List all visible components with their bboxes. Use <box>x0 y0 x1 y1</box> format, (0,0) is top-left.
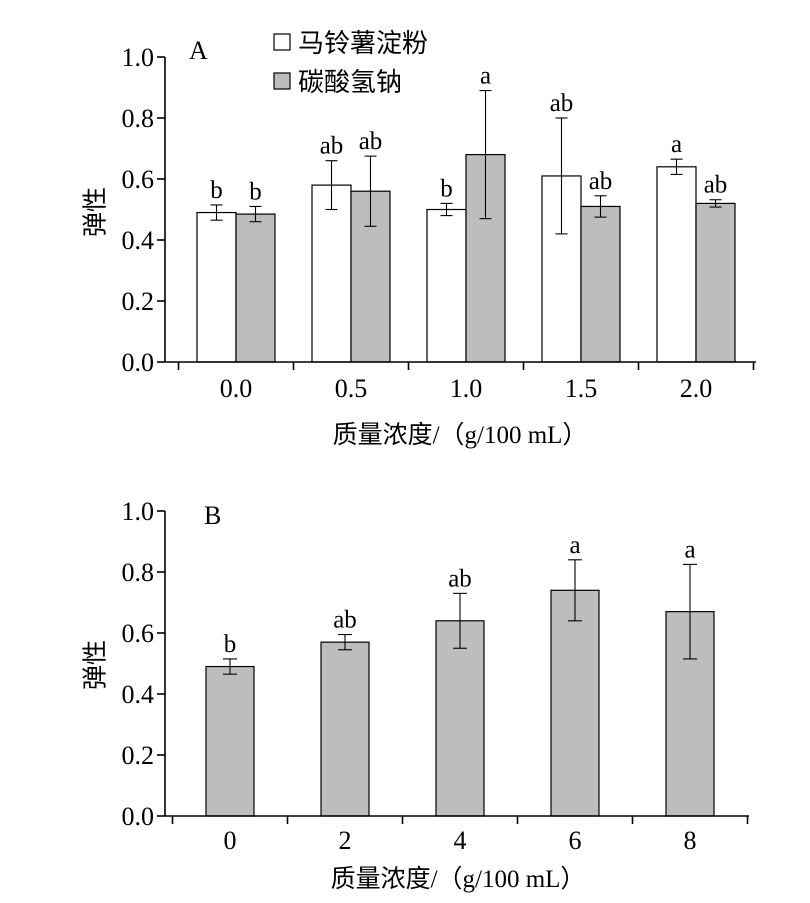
bar-series-1-1 <box>320 641 370 817</box>
y-tick-label-3: 0.6 <box>122 619 155 648</box>
legend-label-series-1: 马铃薯淀粉 <box>298 29 428 58</box>
panel-label: B <box>204 501 221 530</box>
x-category-label-3: 1.5 <box>565 374 598 403</box>
bar-series-1-1 <box>311 184 352 363</box>
significance-label-series-1-1: ab <box>320 133 344 160</box>
significance-label-series-1-3: a <box>569 532 580 559</box>
significance-label-series-1-2: ab <box>448 565 472 592</box>
x-category-label-0: 0 <box>224 826 237 855</box>
significance-label-series-1-4: a <box>671 131 682 158</box>
x-category-label-3: 6 <box>569 826 582 855</box>
y-tick-label-4: 0.8 <box>122 104 155 133</box>
significance-label-series-1-0: b <box>210 177 223 204</box>
bar-series-2-3 <box>580 205 621 363</box>
x-category-label-1: 2 <box>339 826 352 855</box>
bar-series-1-3 <box>550 589 600 817</box>
x-category-label-4: 2.0 <box>680 374 713 403</box>
y-tick-label-2: 0.4 <box>122 226 155 255</box>
bar-series-1-2 <box>426 208 467 363</box>
x-category-label-0: 0.0 <box>220 374 253 403</box>
significance-label-series-1-4: a <box>684 536 695 563</box>
x-axis-title: 质量浓度/（g/100 mL） <box>333 421 588 449</box>
bar-series-2-4 <box>695 202 736 363</box>
x-category-label-2: 1.0 <box>450 374 483 403</box>
legend-swatch-series-1 <box>273 33 291 51</box>
y-tick-label-0: 0.0 <box>122 802 155 831</box>
y-tick-label-2: 0.4 <box>122 680 155 709</box>
bar-series-2-0 <box>235 213 276 363</box>
y-tick-label-0: 0.0 <box>122 348 155 377</box>
chart-b: b ab ab a a 0.0 0.2 0.4 0.6 0.8 1.0 0 2 4 6 8 质量浓度/（g/10… <box>82 497 749 893</box>
y-tick-label-3: 0.6 <box>122 165 155 194</box>
bar-series-1-4 <box>656 166 697 363</box>
bar-series-1-0 <box>205 665 255 817</box>
significance-label-series-2-0: b <box>249 178 262 205</box>
y-tick-label-1: 0.2 <box>122 741 155 770</box>
x-category-label-1: 0.5 <box>335 374 368 403</box>
significance-label-series-1-0: b <box>224 631 237 658</box>
bar-series-1-2 <box>435 620 485 817</box>
significance-label-series-2-3: ab <box>589 168 613 195</box>
significance-label-series-2-2: a <box>480 63 491 90</box>
significance-label-series-1-1: ab <box>333 607 357 634</box>
y-axis-title: 弹性 <box>82 187 110 237</box>
x-category-label-2: 4 <box>454 826 467 855</box>
significance-label-series-2-1: ab <box>359 128 383 155</box>
y-axis-title: 弹性 <box>82 640 110 690</box>
bar-series-1-0 <box>196 211 237 363</box>
y-tick-label-5: 1.0 <box>122 43 155 72</box>
significance-label-series-1-3: ab <box>550 90 574 117</box>
legend-swatch-series-2 <box>273 72 291 90</box>
y-tick-label-5: 1.0 <box>122 497 155 526</box>
legend-label-series-2: 碳酸氢钠 <box>298 68 402 97</box>
significance-label-series-1-2: b <box>440 175 453 202</box>
x-axis-title: 质量浓度/（g/100 mL） <box>331 865 586 893</box>
y-tick-label-1: 0.2 <box>122 287 155 316</box>
x-category-label-4: 8 <box>684 826 697 855</box>
significance-label-series-2-4: ab <box>704 172 728 199</box>
y-tick-label-4: 0.8 <box>122 558 155 587</box>
panel-label: A <box>189 36 208 65</box>
